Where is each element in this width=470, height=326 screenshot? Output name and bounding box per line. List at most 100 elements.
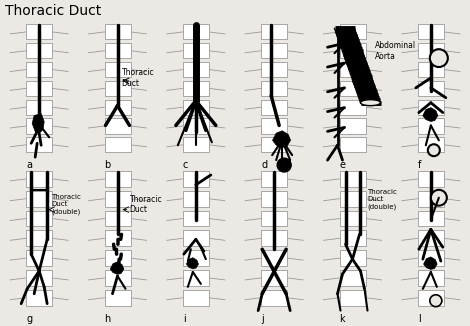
Bar [418,62,444,77]
Bar [339,137,366,152]
Bar [339,211,366,227]
Text: k: k [339,314,345,324]
Bar [104,24,131,39]
Text: b: b [104,160,111,170]
Bar [26,24,52,39]
Bar [183,191,209,207]
Circle shape [430,295,442,307]
Bar [104,137,131,152]
Text: Thoracic
Duct: Thoracic Duct [130,195,162,215]
Text: Thoracic Duct: Thoracic Duct [5,4,101,18]
Bar [339,290,366,306]
Bar [104,100,131,115]
Bar [339,81,366,96]
Polygon shape [110,262,124,274]
Bar [339,43,366,58]
Bar [418,211,444,227]
Bar [418,24,444,39]
Bar [183,62,209,77]
Bar [261,43,287,58]
Bar [339,230,366,246]
Bar [261,62,287,77]
Bar [418,250,444,266]
Bar [183,137,209,152]
Polygon shape [423,257,437,269]
Bar [339,270,366,286]
Bar [261,250,287,266]
Bar [339,171,366,187]
Bar [183,118,209,134]
Bar [104,118,131,134]
Bar [104,81,131,96]
Bar [104,43,131,58]
Text: a: a [26,160,32,170]
Polygon shape [273,131,290,147]
Bar [104,171,131,187]
Bar [339,24,366,39]
Bar [104,270,131,286]
Text: Thoracic
Duct
(double): Thoracic Duct (double) [51,194,81,215]
Bar [339,250,366,266]
Bar [104,211,131,227]
Bar [183,250,209,266]
Bar [26,230,52,246]
Bar [418,100,444,115]
Bar [26,191,52,207]
Polygon shape [187,258,198,269]
Bar [183,81,209,96]
Bar [26,171,52,187]
Bar [339,191,366,207]
Bar [183,290,209,306]
Bar [183,270,209,286]
Bar [418,43,444,58]
Bar [261,191,287,207]
Bar [261,137,287,152]
Circle shape [430,49,448,67]
Bar [418,81,444,96]
Bar [26,211,52,227]
Bar [26,62,52,77]
Bar [418,270,444,286]
Bar [104,290,131,306]
Bar [26,270,52,286]
Bar [339,100,366,115]
Circle shape [431,190,447,206]
Bar [183,230,209,246]
Text: f: f [418,160,421,170]
Text: g: g [26,314,32,324]
Bar [261,81,287,96]
Text: i: i [183,314,186,324]
Text: l: l [418,314,421,324]
Bar [261,230,287,246]
Bar [104,191,131,207]
Circle shape [428,144,440,156]
Text: Thoracic
Duct
(double): Thoracic Duct (double) [368,189,397,210]
Bar [261,290,287,306]
Bar [339,62,366,77]
Bar [26,100,52,115]
Bar [261,211,287,227]
Bar [418,191,444,207]
Bar [418,290,444,306]
Ellipse shape [360,100,381,106]
Text: Thoracic
Duct: Thoracic Duct [122,68,154,88]
Text: c: c [183,160,188,170]
Polygon shape [32,113,44,133]
Bar [104,62,131,77]
Bar [183,100,209,115]
Bar [183,43,209,58]
Polygon shape [423,108,438,122]
Bar [104,230,131,246]
Text: h: h [104,314,111,324]
Text: d: d [261,160,267,170]
Bar [339,118,366,134]
Bar [183,211,209,227]
Text: j: j [261,314,264,324]
Bar [26,290,52,306]
Bar [261,100,287,115]
Bar [183,24,209,39]
Bar [261,270,287,286]
Bar [26,137,52,152]
Bar [26,250,52,266]
Bar [418,230,444,246]
